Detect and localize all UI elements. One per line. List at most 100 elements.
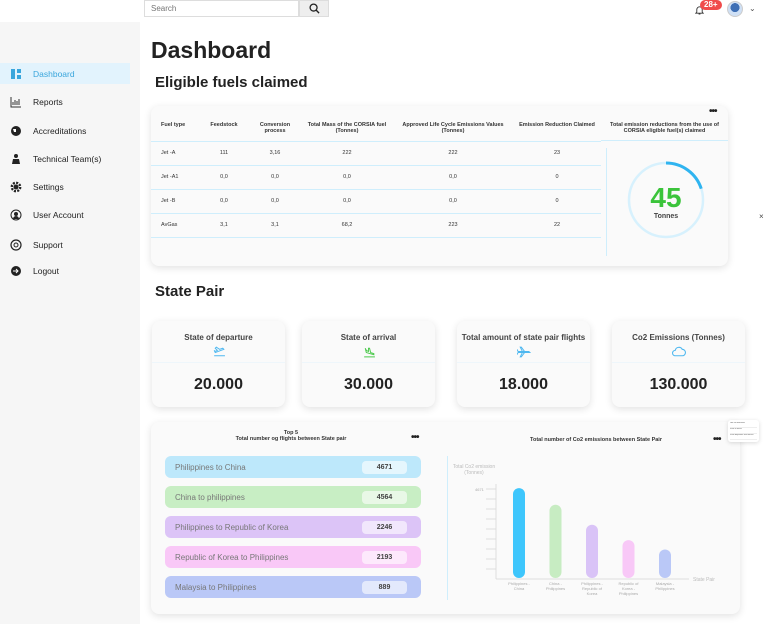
- search-icon: [308, 3, 320, 14]
- x-tick-label: China -: [549, 581, 563, 586]
- sidebar-item-label: Accreditations: [33, 125, 87, 136]
- logout-icon: [10, 265, 22, 277]
- y-axis-unit: (Tonnes): [464, 470, 484, 476]
- sidebar-item-accreditations[interactable]: Accreditations: [0, 120, 130, 141]
- state-pair-item[interactable]: Philippines to China 4671: [165, 456, 421, 478]
- table-cell: AvGas: [151, 213, 199, 238]
- stat-card-label: Co2 Emissions (Tonnes): [632, 333, 725, 342]
- x-tick-label: Malaysia -: [656, 581, 675, 586]
- column-header: Conversion process: [249, 116, 301, 142]
- bar[interactable]: [513, 488, 525, 578]
- table-cell: 0,0: [301, 189, 393, 214]
- total-emission-unit: Tonnes: [653, 213, 679, 220]
- table-cell: 0,0: [199, 189, 249, 214]
- bar[interactable]: [622, 540, 635, 578]
- top5-more-icon[interactable]: •••: [411, 432, 419, 443]
- bar[interactable]: [549, 504, 562, 578]
- stat-card-label: State of arrival: [340, 333, 397, 342]
- search-button[interactable]: [299, 0, 329, 17]
- column-header: Feedstock: [199, 116, 249, 142]
- menu-item[interactable]: Get full overview: [730, 422, 757, 428]
- sidebar-item-user-account[interactable]: User Account: [0, 204, 130, 225]
- table-cell: 3,1: [199, 213, 249, 238]
- top5-title: Top 5: [283, 430, 299, 436]
- table-cell: 222: [301, 141, 393, 166]
- bar[interactable]: [586, 524, 598, 578]
- total-emission-label: Total emission reductions from the use o…: [601, 116, 728, 141]
- table-cell: 0,0: [393, 189, 513, 214]
- state-pair-label: China to philippines: [175, 492, 245, 502]
- sidebar-item-support[interactable]: Support: [0, 234, 130, 255]
- stat-card: Total amount of state pair flights 18.000: [457, 321, 590, 407]
- sidebar-item-settings[interactable]: Settings: [0, 176, 130, 197]
- x-tick-label: China: [514, 586, 525, 591]
- table-cell: 3,16: [249, 141, 301, 166]
- menu-item[interactable]: View in Excel: [730, 428, 757, 434]
- plane-departure-icon: [213, 346, 225, 357]
- column-header: Approved Life Cycle Emissions Values (To…: [393, 116, 513, 142]
- state-pair-item[interactable]: Philippines to Republic of Korea 2246: [165, 516, 421, 538]
- stat-card-value: 30.000: [344, 376, 393, 393]
- plane-icon: [516, 346, 531, 358]
- sidebar-item-label: Dashboard: [33, 68, 75, 79]
- table-cell: 23: [513, 141, 601, 166]
- bar[interactable]: [659, 549, 671, 578]
- state-pair-count: 2193: [362, 550, 407, 564]
- sidebar-item-label: Logout: [33, 265, 59, 276]
- x-tick-label: Korea -: [622, 586, 636, 591]
- table-cell: Jet -A: [151, 141, 199, 166]
- fuels-card: ••• Fuel type Feedstock Conversion process…: [151, 106, 728, 266]
- y-axis-label: Total Co2 emission: [453, 464, 495, 470]
- menu-item[interactable]: View departure and arrival: [730, 434, 757, 440]
- column-header: Total Mass of the CORSIA fuel (Tonnes): [301, 116, 393, 142]
- y-tick-label: 4671: [475, 487, 485, 492]
- table-row: Jet -A1 0,0 0,0 0,0 0,0 0: [151, 165, 601, 190]
- table-cell: 68,2: [301, 213, 393, 238]
- state-pair-count: 889: [362, 580, 407, 594]
- state-pair-item[interactable]: Republic of Korea to Philippines 2193: [165, 546, 421, 568]
- x-tick-label: Philippines: [655, 586, 674, 591]
- table-cell: 222: [393, 141, 513, 166]
- table-cell: 0: [513, 165, 601, 190]
- stat-card-value: 18.000: [499, 376, 548, 393]
- stat-card: Co2 Emissions (Tonnes) 130.000: [612, 321, 745, 407]
- gear-icon: [10, 181, 22, 193]
- table-cell: 0,0: [393, 165, 513, 190]
- table-cell: 0: [513, 189, 601, 214]
- more-options-icon[interactable]: •••: [709, 106, 717, 117]
- chart-more-icon[interactable]: •••: [713, 434, 721, 445]
- state-pair-charts-card: Top 5 Total number og flights between St…: [151, 422, 740, 614]
- x-axis-label: State Pair: [693, 577, 715, 583]
- sidebar-item-dashboard[interactable]: Dashboard: [0, 63, 130, 84]
- table-cell: 3,1: [249, 213, 301, 238]
- search-input[interactable]: [144, 0, 299, 17]
- state-pair-item[interactable]: China to philippines 4564: [165, 486, 421, 508]
- top-bar: 28+ ⌄: [0, 0, 768, 22]
- globe-icon: [10, 125, 22, 137]
- x-tick-label: Republic of: [582, 586, 603, 591]
- sidebar-item-reports[interactable]: Reports: [0, 91, 130, 112]
- sidebar-item-technical-team-s-[interactable]: Technical Team(s): [0, 148, 130, 169]
- table-row: AvGas 3,1 3,1 68,2 223 22: [151, 213, 601, 238]
- state-pair-item[interactable]: Malaysia to Philippines 889: [165, 576, 421, 598]
- state-pair-label: Philippines to China: [175, 462, 246, 472]
- sidebar-item-label: Reports: [33, 96, 63, 107]
- chevron-down-icon[interactable]: ⌄: [749, 4, 756, 13]
- support-icon: [10, 238, 22, 251]
- sidebar-item-logout[interactable]: Logout: [0, 260, 130, 281]
- reports-icon: [10, 96, 22, 108]
- sidebar-item-label: Technical Team(s): [33, 153, 102, 164]
- emission-gauge: [627, 161, 705, 239]
- team-icon: [10, 153, 22, 165]
- plane-arrival-icon: [363, 347, 375, 358]
- table-cell: 111: [199, 141, 249, 166]
- table-cell: 0,0: [249, 165, 301, 190]
- close-icon[interactable]: ×: [759, 212, 764, 221]
- avatar[interactable]: [727, 1, 743, 17]
- top5-subtitle: Total number og flights between State pa…: [235, 436, 347, 442]
- table-cell: Jet -A1: [151, 165, 199, 190]
- sidebar-item-label: Support: [33, 239, 63, 250]
- column-header: Fuel type: [151, 116, 199, 142]
- table-cell: 0,0: [301, 165, 393, 190]
- sidebar: [0, 22, 140, 624]
